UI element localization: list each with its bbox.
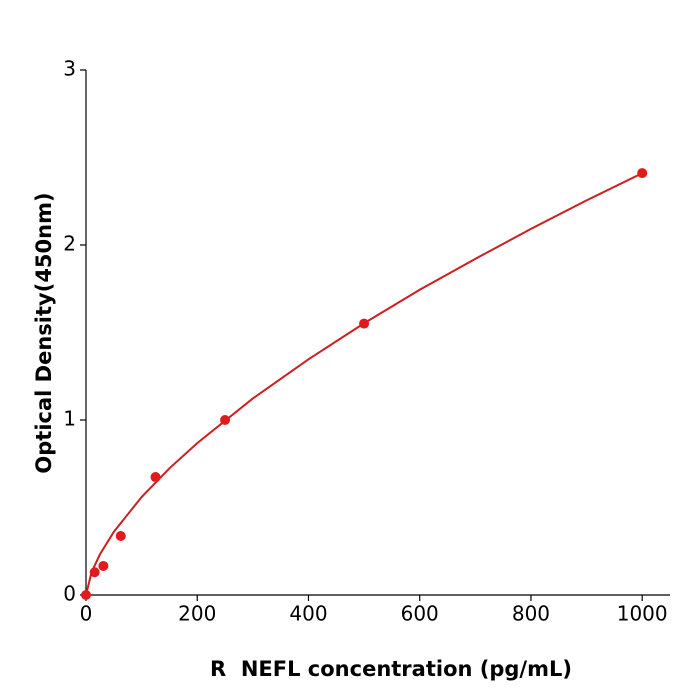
y-tick-label: 0 — [63, 582, 76, 606]
x-tick-label: 800 — [512, 602, 550, 626]
x-tick-label: 0 — [80, 602, 93, 626]
x-tick-label: 1000 — [617, 602, 668, 626]
y-axis-label: Optical Density(450nm) — [32, 192, 56, 473]
x-tick-label: 200 — [178, 602, 216, 626]
x-tick-label: 600 — [401, 602, 439, 626]
data-point — [81, 590, 91, 600]
data-point — [637, 168, 648, 179]
data-point — [115, 531, 126, 542]
data-point — [98, 560, 109, 571]
fit-curve — [85, 172, 643, 596]
y-tick-label: 2 — [63, 232, 76, 256]
y-tick-label: 3 — [63, 57, 76, 81]
data-point — [150, 472, 161, 483]
y-tick-label: 1 — [63, 407, 76, 431]
x-tick-label: 400 — [289, 602, 327, 626]
x-axis-label: R NEFL concentration (pg/mL) — [210, 657, 572, 681]
data-point — [359, 318, 370, 329]
data-point — [89, 567, 100, 578]
data-point — [220, 415, 231, 425]
